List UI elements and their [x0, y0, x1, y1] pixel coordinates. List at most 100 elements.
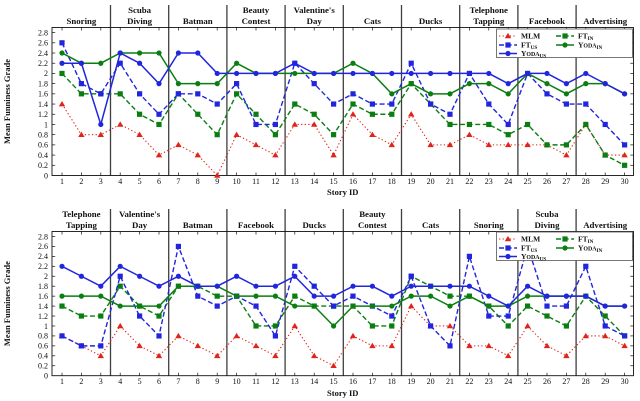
data-point-ft_us [447, 111, 453, 117]
x-axis-label: Story ID [327, 187, 358, 197]
group-header: Facebook [238, 220, 274, 230]
data-point-ft_in [389, 323, 395, 329]
x-tick-label: 4 [118, 177, 122, 186]
legend-label: YODAUS [521, 252, 546, 263]
data-point-ft_us [505, 313, 511, 319]
data-point-ft_us [428, 101, 434, 107]
x-tick-label: 8 [196, 177, 200, 186]
data-point-yoda_us [369, 70, 375, 77]
data-point-mlm [291, 121, 298, 127]
x-tick-label: 29 [601, 377, 609, 386]
y-tick-label: 2.6 [38, 39, 48, 48]
data-point-ft_us [195, 91, 201, 97]
legend-label: YODAIN [578, 244, 603, 255]
x-tick-label: 13 [291, 177, 299, 186]
data-point-yoda_us [331, 293, 337, 299]
data-point-yoda_us [466, 70, 472, 77]
data-point-yoda_us [602, 303, 608, 309]
data-point-yoda_us [486, 70, 492, 77]
group-header: Tapping [473, 16, 505, 26]
data-point-mlm [388, 141, 395, 148]
series-line-ft_us [61, 42, 626, 146]
data-point-mlm [621, 151, 628, 158]
data-point-ft_in [214, 293, 220, 299]
data-point-yoda_us [117, 263, 123, 269]
data-point-ft_us [544, 303, 550, 309]
x-tick-label: 11 [252, 377, 260, 386]
data-point-yoda_us [234, 70, 240, 77]
data-point-mlm [252, 141, 260, 148]
data-point-yoda_in [525, 293, 531, 299]
data-point-yoda_in [214, 81, 220, 87]
data-point-yoda_us [331, 70, 337, 77]
data-point-yoda_us [544, 293, 550, 299]
data-point-ft_in [602, 313, 608, 319]
data-point-yoda_us [466, 283, 472, 289]
data-point-ft_us [195, 293, 201, 299]
data-point-ft_in [78, 313, 84, 319]
group-header: Valentine's [119, 209, 161, 219]
data-point-mlm [408, 111, 415, 117]
legend-marker-yoda_in [562, 42, 568, 48]
data-point-yoda_us [447, 70, 453, 77]
x-tick-label: 22 [465, 377, 473, 386]
data-point-mlm [582, 332, 589, 339]
data-point-yoda_us [98, 121, 104, 128]
x-tick-label: 16 [349, 177, 357, 186]
legend-marker-ft_in [562, 236, 568, 242]
data-point-ft_in [331, 132, 337, 138]
series-line-ft_in [61, 72, 625, 166]
bottom-chart: 00.20.40.60.811.21.41.61.822.22.42.62.81… [2, 209, 634, 398]
y-tick-label: 2 [44, 272, 48, 281]
data-point-mlm [427, 141, 434, 148]
x-tick-label: 21 [446, 177, 454, 186]
legend-marker-yoda_us [505, 50, 511, 57]
y-tick-label: 2.2 [38, 262, 48, 271]
data-point-mlm [233, 131, 240, 137]
data-point-yoda_us [156, 81, 162, 87]
data-point-ft_in [525, 303, 531, 309]
data-point-ft_in [156, 313, 162, 319]
group-header: Cats [422, 220, 440, 230]
legend-label: FTIN [578, 32, 594, 43]
x-tick-label: 23 [485, 377, 493, 386]
data-point-ft_in [447, 293, 453, 299]
data-point-mlm [97, 352, 104, 359]
data-point-yoda_us [175, 50, 181, 56]
data-point-ft_in [253, 111, 259, 117]
x-tick-label: 12 [271, 377, 279, 386]
x-tick-label: 2 [79, 377, 83, 386]
data-point-yoda_in [175, 283, 181, 289]
data-point-mlm [505, 352, 512, 359]
data-point-yoda_us [59, 263, 65, 269]
data-point-ft_in [505, 323, 511, 329]
data-point-ft_in [214, 132, 220, 138]
data-point-yoda_us [622, 303, 628, 309]
data-point-ft_in [563, 323, 569, 329]
data-point-mlm [311, 352, 318, 359]
data-point-yoda_in [292, 303, 298, 309]
group-header: Day [307, 16, 323, 26]
data-point-mlm [175, 332, 182, 339]
y-tick-label: 0.4 [38, 151, 48, 160]
y-tick-label: 1.2 [38, 312, 48, 321]
data-point-ft_us [389, 313, 395, 319]
data-point-mlm [117, 121, 124, 127]
data-point-mlm [602, 332, 609, 339]
x-tick-label: 9 [215, 377, 219, 386]
data-point-mlm [485, 342, 492, 349]
group-header: Diving [535, 220, 561, 230]
data-point-mlm [97, 131, 104, 137]
data-point-ft_in [563, 142, 569, 148]
data-point-ft_us [447, 343, 453, 349]
data-point-mlm [155, 151, 163, 158]
data-point-yoda_us [137, 60, 143, 66]
data-point-yoda_in [137, 303, 143, 309]
x-tick-label: 20 [427, 177, 435, 186]
data-point-yoda_in [156, 303, 162, 309]
legend-label: FTUS [521, 244, 537, 255]
data-point-yoda_us [195, 283, 201, 289]
legend-label: FTUS [521, 41, 537, 52]
data-point-ft_us [156, 333, 162, 339]
data-point-yoda_us [59, 60, 65, 66]
